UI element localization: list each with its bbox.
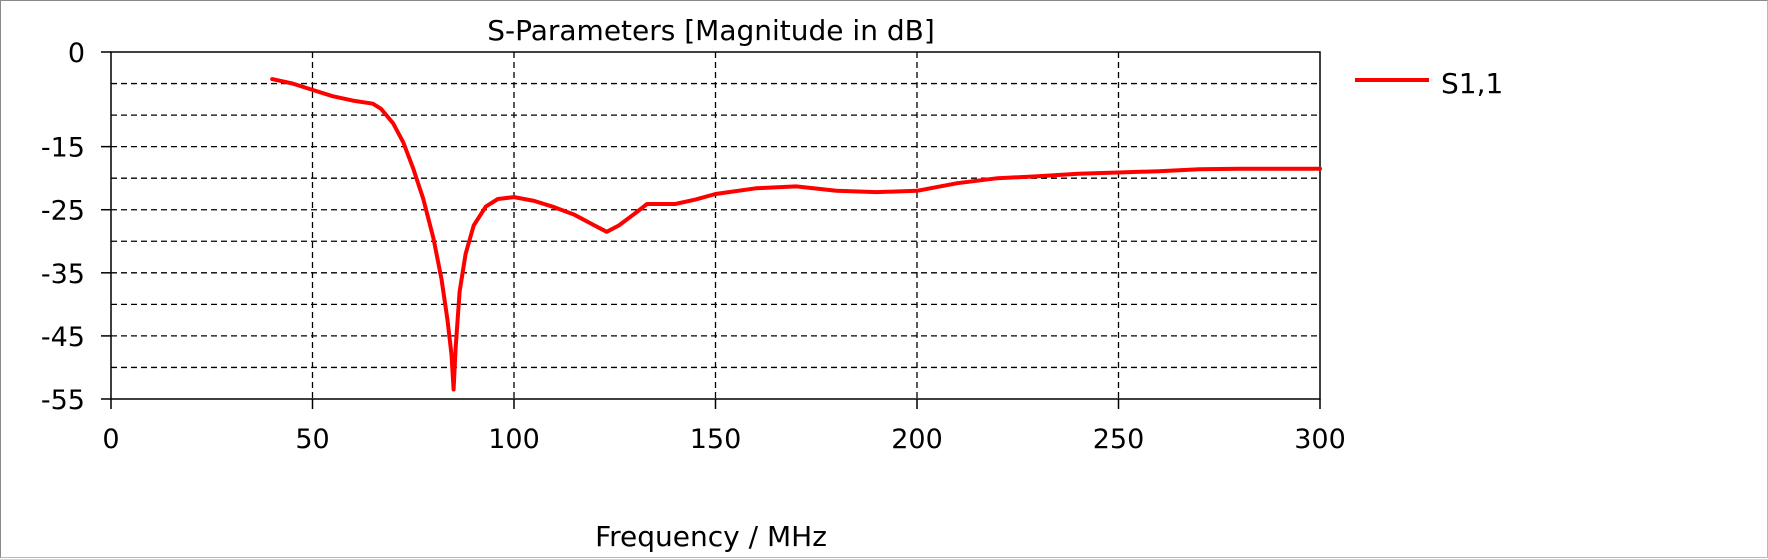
x-axis-label: Frequency / MHz <box>595 520 827 553</box>
x-tick-label: 250 <box>1093 424 1145 455</box>
legend-label-s11: S1,1 <box>1441 67 1503 100</box>
x-tick-label: 100 <box>488 424 540 455</box>
legend: S1,1 <box>1355 67 1503 100</box>
axis-layer: 0 -15 -25 -35 -45 -55 0 50 100 150 200 250 300 <box>41 38 1346 455</box>
series-layer <box>270 77 1322 392</box>
series-line-s11 <box>270 77 1322 392</box>
y-tick-label: -55 <box>41 385 85 416</box>
x-tick-label: 300 <box>1294 424 1346 455</box>
x-tick-label: 150 <box>690 424 742 455</box>
x-tick-label: 50 <box>295 424 329 455</box>
y-tick-label: 0 <box>68 38 85 69</box>
chart-title: S-Parameters [Magnitude in dB] <box>487 14 935 47</box>
y-tick-label: -25 <box>41 196 85 227</box>
y-tick-label: -45 <box>41 322 85 353</box>
x-tick-label: 200 <box>891 424 943 455</box>
y-tick-label: -35 <box>41 259 85 290</box>
x-tick-label: 0 <box>102 424 119 455</box>
grid-layer <box>111 52 1320 399</box>
y-tick-label: -15 <box>41 133 85 164</box>
